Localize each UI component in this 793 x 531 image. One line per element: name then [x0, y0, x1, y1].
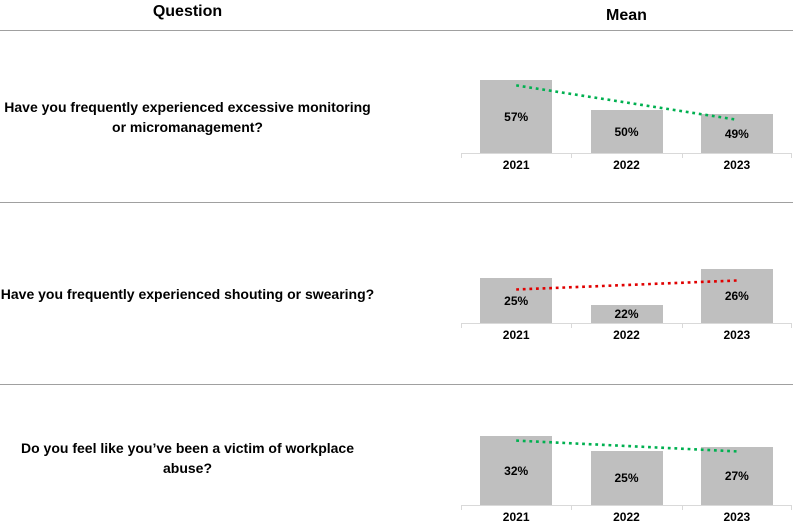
axis-tick	[461, 324, 462, 328]
table-row: Have you frequently experienced shouting…	[0, 203, 793, 385]
question-column-header: Question	[152, 3, 223, 20]
axis-tick	[791, 506, 792, 510]
bar-2023: 27%	[700, 447, 773, 505]
plot-area: 25% 22% 26%	[461, 234, 792, 324]
table-header-row: Question Mean	[0, 0, 793, 31]
trend-line	[516, 84, 737, 121]
bar-2021: 32%	[480, 436, 553, 505]
axis-tick	[791, 154, 792, 158]
question-text: Have you frequently experienced shouting…	[0, 285, 375, 302]
x-axis-label-2022: 2022	[613, 158, 640, 172]
axis-tick	[681, 154, 683, 158]
axis-tick	[461, 154, 462, 158]
x-axis-label-2023: 2023	[723, 158, 751, 172]
bar-value-label: 50%	[614, 124, 639, 139]
x-axis: 2021 2022 2023	[461, 154, 792, 172]
axis-tick	[571, 154, 573, 158]
x-axis-label-2021: 2021	[502, 510, 530, 524]
bar-value-label: 25%	[504, 293, 529, 308]
bar-value-label: 49%	[724, 126, 749, 141]
axis-tick	[571, 506, 573, 510]
bar-value-label: 27%	[724, 469, 749, 484]
mean-bar-chart: 25% 22% 26% 2021 2022 2023	[461, 234, 792, 342]
bar-2022: 50%	[590, 110, 663, 153]
x-axis-label-2021: 2021	[502, 158, 530, 172]
bar-value-label: 25%	[614, 471, 639, 486]
x-axis: 2021 2022 2023	[461, 506, 792, 524]
mean-bar-chart: 57% 50% 49% 2021 2022 2023	[461, 64, 792, 172]
bar-value-label: 26%	[724, 289, 749, 303]
question-text: Have you frequently experienced excessiv…	[4, 98, 371, 135]
x-axis-label-2022: 2022	[613, 328, 640, 342]
table-row: Have you frequently experienced excessiv…	[0, 31, 793, 203]
x-axis-label-2023: 2023	[723, 510, 751, 524]
question-text: Do you feel like you’ve been a victim of…	[21, 440, 354, 476]
trend-line-segment	[516, 439, 737, 453]
axis-tick	[791, 324, 792, 328]
bar-2022: 22%	[590, 305, 663, 323]
axis-tick	[571, 324, 573, 328]
x-axis-label-2021: 2021	[502, 328, 530, 342]
bar-2021: 25%	[480, 278, 553, 323]
bar-2021: 57%	[480, 80, 553, 153]
mean-column-header: Mean	[606, 7, 647, 24]
x-axis-label-2023: 2023	[723, 328, 751, 342]
bar-value-label: 57%	[504, 109, 529, 124]
axis-tick	[681, 324, 683, 328]
x-axis: 2021 2022 2023	[461, 324, 792, 342]
plot-area: 57% 50% 49%	[461, 64, 792, 154]
trend-line-segment	[516, 279, 737, 291]
bar-2022: 25%	[590, 451, 663, 505]
mean-bar-chart: 32% 25% 27% 2021 2022 2023	[461, 416, 792, 524]
table-row: Do you feel like you’ve been a victim of…	[0, 385, 793, 531]
plot-area: 32% 25% 27%	[461, 416, 792, 506]
axis-tick	[461, 506, 462, 510]
trend-line	[516, 439, 737, 453]
bar-value-label: 32%	[504, 463, 529, 478]
trend-line-segment	[516, 84, 737, 121]
axis-tick	[681, 506, 683, 510]
x-axis-label-2022: 2022	[613, 510, 640, 524]
bar-2023: 49%	[700, 114, 773, 153]
bar-2023: 26%	[700, 269, 773, 323]
bar-value-label: 22%	[614, 307, 639, 321]
trend-line	[516, 279, 737, 291]
